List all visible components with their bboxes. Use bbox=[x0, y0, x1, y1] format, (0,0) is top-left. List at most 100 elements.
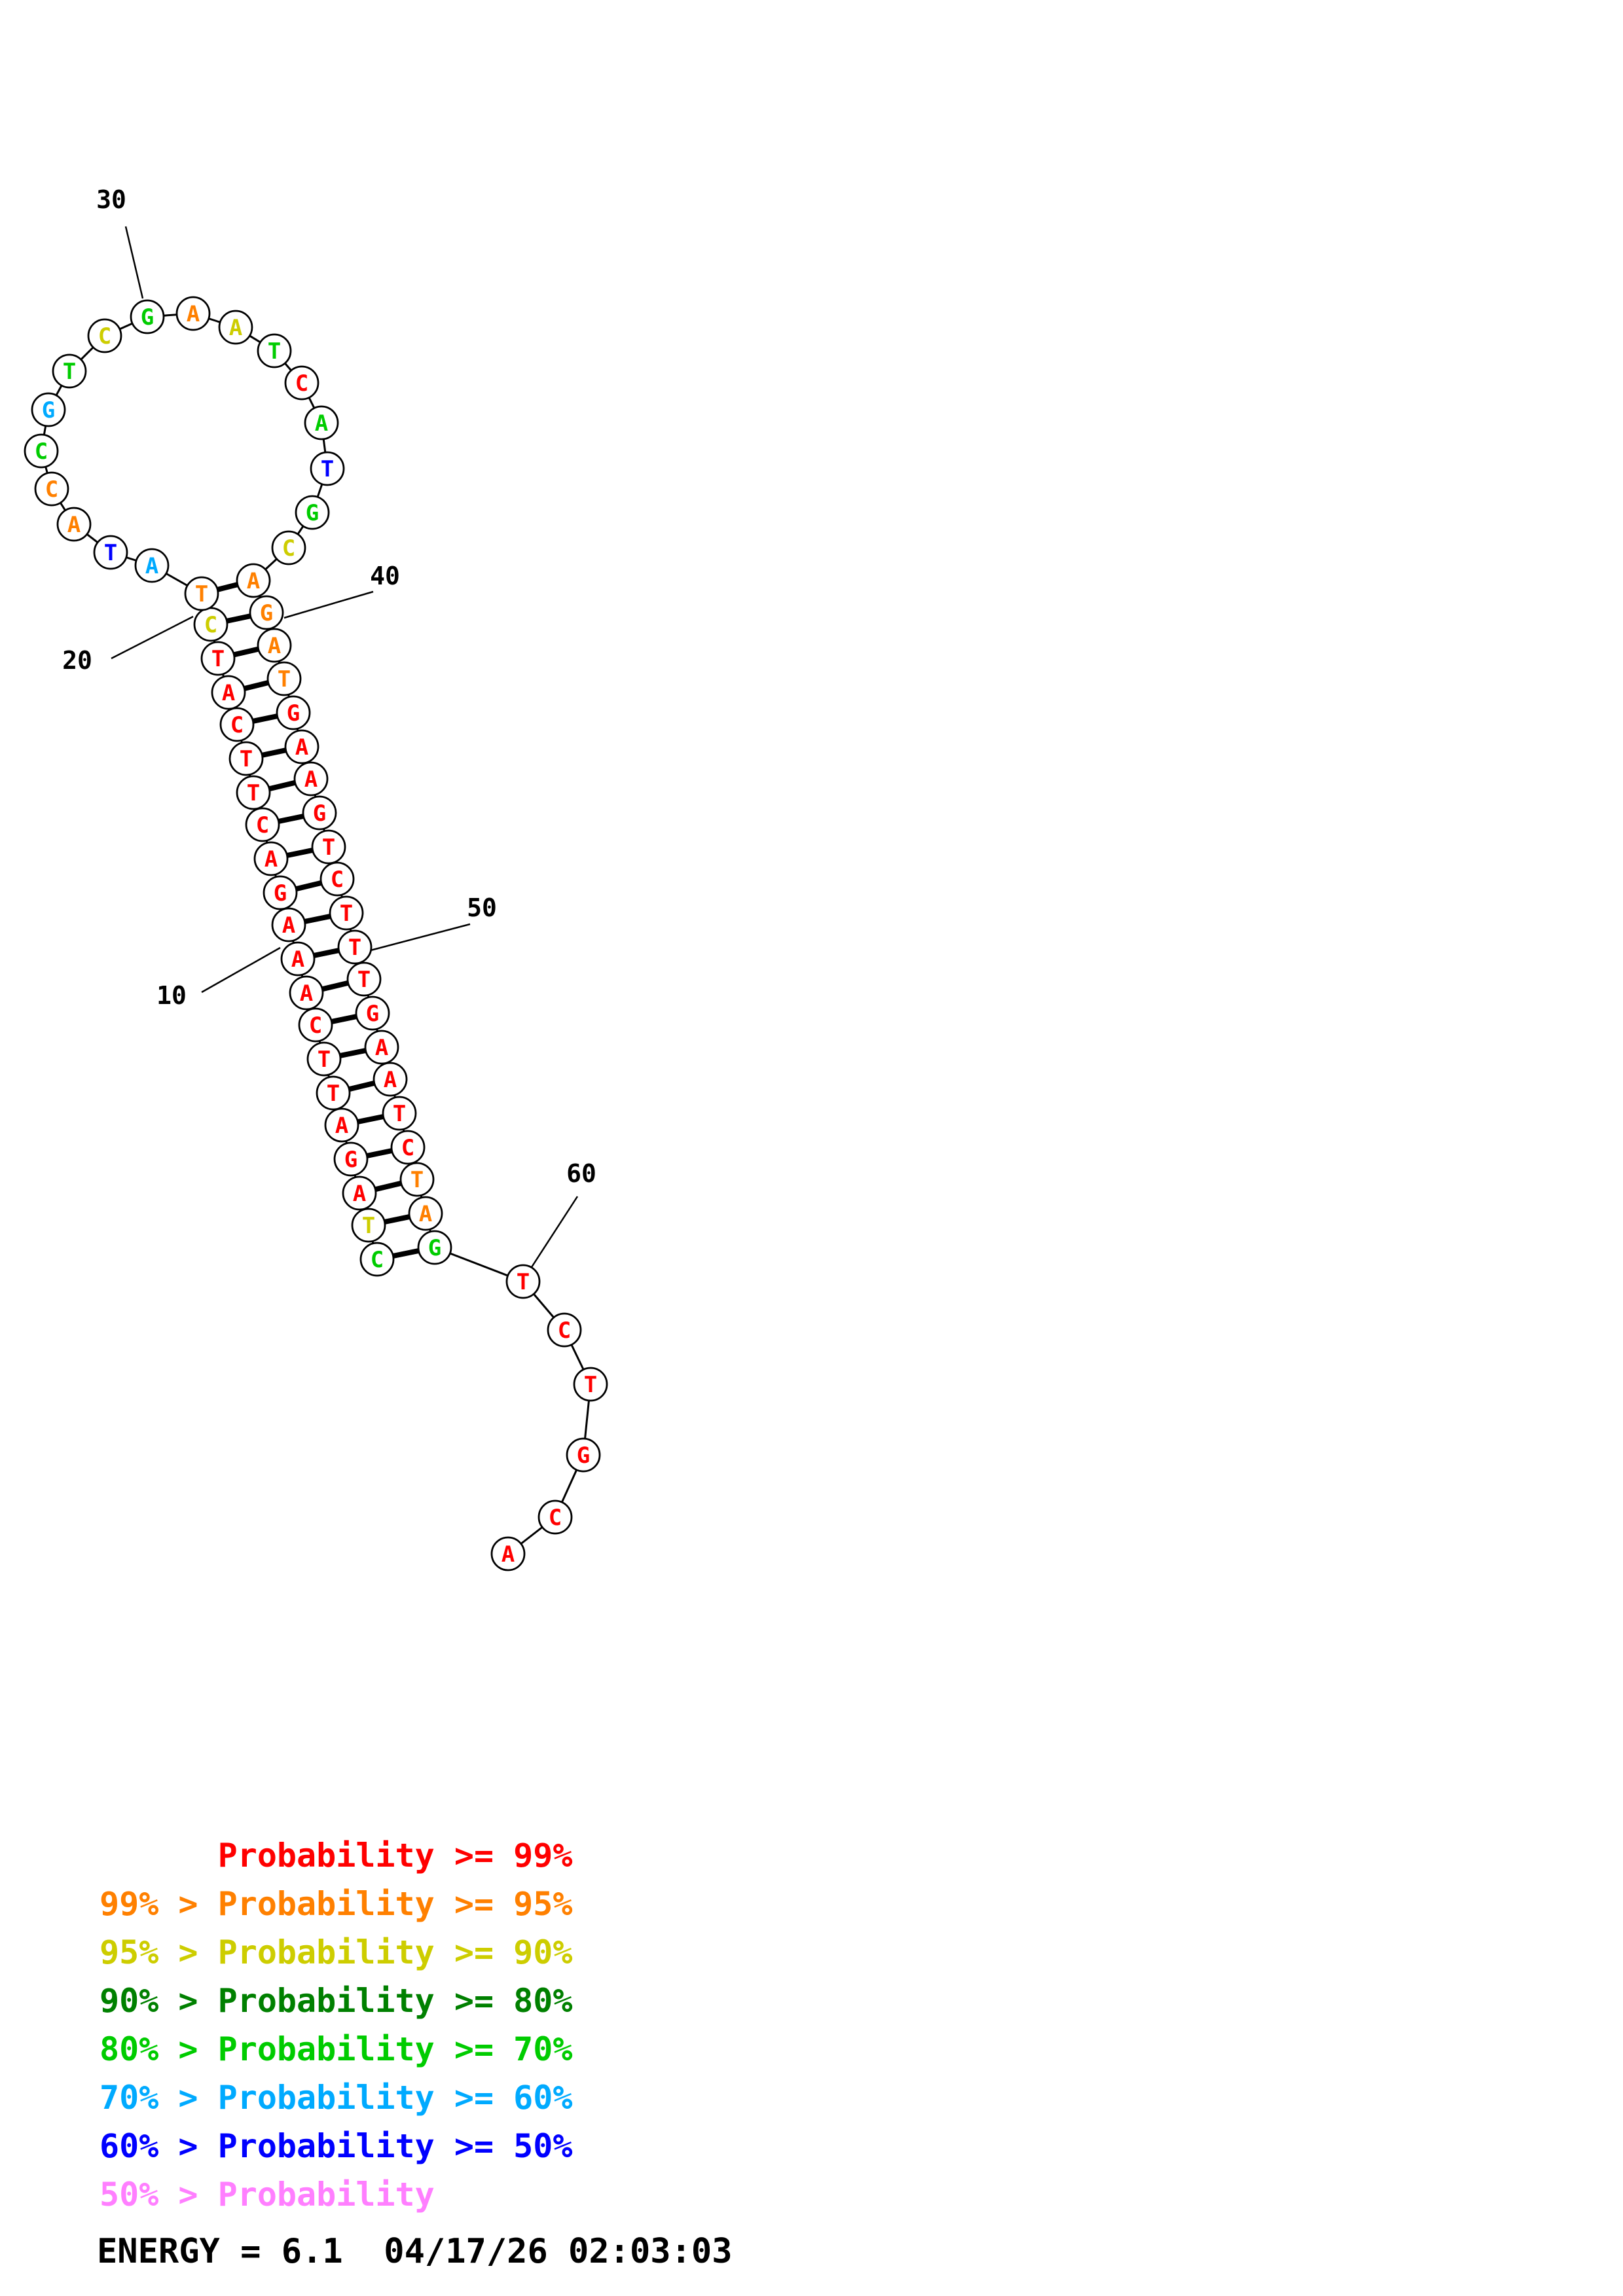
nucleotide-circle-19 bbox=[200, 641, 236, 676]
nucleotide-circle-54 bbox=[373, 1062, 408, 1097]
nucleotide-circle-6 bbox=[316, 1075, 351, 1111]
nucleotide-circle-45 bbox=[293, 761, 329, 797]
nucleotide-base-63: G bbox=[577, 1443, 590, 1469]
nucleotide-circle-57 bbox=[399, 1162, 435, 1197]
nucleotide-base-18: A bbox=[222, 680, 235, 706]
nucleotide-circle-29 bbox=[87, 318, 122, 353]
nucleotide-base-19: T bbox=[211, 646, 225, 672]
nucleotide-circle-5 bbox=[324, 1107, 359, 1143]
nucleotide-base-11: A bbox=[282, 912, 295, 939]
nucleotide-base-43: G bbox=[287, 700, 300, 726]
nucleotide-circle-8 bbox=[298, 1007, 333, 1043]
nucleotide-base-40: G bbox=[260, 600, 273, 626]
position-label-50: 50 bbox=[467, 893, 497, 922]
nucleotide-base-53: A bbox=[375, 1035, 388, 1061]
nucleotide-base-12: G bbox=[274, 880, 287, 906]
nucleotide-base-50: T bbox=[348, 935, 361, 961]
nucleotide-circle-33 bbox=[257, 333, 292, 368]
nucleotide-circle-49 bbox=[329, 895, 364, 931]
nucleotide-circle-7 bbox=[306, 1041, 342, 1077]
nucleotide-base-47: T bbox=[322, 834, 335, 861]
nucleotide-circle-50 bbox=[337, 929, 373, 965]
nucleotide-circle-42 bbox=[266, 661, 302, 696]
nucleotide-base-39: A bbox=[247, 568, 260, 594]
nucleotide-base-49: T bbox=[340, 901, 353, 927]
nucleotide-circle-62 bbox=[573, 1367, 608, 1402]
legend-item-5: 70% > Probability >= 60% bbox=[100, 2079, 573, 2117]
nucleotide-circle-24 bbox=[56, 507, 92, 542]
nucleotide-base-27: G bbox=[42, 397, 55, 423]
nucleotide-base-42: T bbox=[278, 666, 291, 692]
nucleotide-circle-44 bbox=[284, 729, 319, 764]
nucleotide-base-58: A bbox=[419, 1201, 432, 1227]
nucleotide-base-59: G bbox=[428, 1235, 441, 1261]
label-leader-line bbox=[283, 590, 374, 619]
energy-line: ENERGY = 6.1 04/17/26 02:03:03 bbox=[97, 2232, 733, 2271]
nucleotide-circle-59 bbox=[417, 1230, 452, 1265]
nucleotide-circle-21 bbox=[184, 576, 219, 611]
nucleotide-base-30: G bbox=[141, 304, 154, 331]
nucleotide-base-9: A bbox=[300, 980, 313, 1007]
legend-item-4: 80% > Probability >= 70% bbox=[100, 2030, 573, 2068]
nucleotide-base-16: T bbox=[240, 746, 253, 772]
nucleotide-circle-15 bbox=[236, 775, 271, 810]
nucleotide-circle-53 bbox=[364, 1030, 399, 1065]
nucleotide-circle-4 bbox=[333, 1141, 369, 1177]
nucleotide-base-38: C bbox=[282, 535, 295, 562]
nucleotide-circle-12 bbox=[263, 875, 298, 910]
nucleotide-circle-26 bbox=[24, 433, 59, 469]
legend-item-0: Probability >= 99% bbox=[100, 1837, 573, 1874]
nucleotide-base-54: A bbox=[384, 1067, 397, 1093]
nucleotide-circle-32 bbox=[218, 310, 253, 345]
nucleotide-base-24: A bbox=[67, 512, 81, 538]
position-label-10: 10 bbox=[156, 981, 187, 1010]
nucleotide-circle-48 bbox=[319, 861, 355, 897]
legend-item-1: 99% > Probability >= 95% bbox=[100, 1885, 573, 1923]
nucleotide-circle-10 bbox=[280, 941, 316, 977]
nucleotide-base-21: T bbox=[195, 581, 208, 607]
nucleotide-circle-22 bbox=[134, 548, 170, 583]
nucleotide-circle-61 bbox=[547, 1312, 582, 1348]
nucleotide-base-10: A bbox=[291, 946, 304, 973]
nucleotide-base-1: C bbox=[371, 1247, 384, 1273]
nucleotide-base-36: T bbox=[321, 456, 334, 482]
nucleotide-base-4: G bbox=[344, 1147, 357, 1173]
position-label-20: 20 bbox=[62, 646, 92, 675]
nucleotide-base-61: C bbox=[558, 1318, 571, 1344]
label-leader-line bbox=[530, 1196, 579, 1268]
nucleotide-base-26: C bbox=[35, 439, 48, 465]
nucleotide-circle-11 bbox=[271, 907, 306, 942]
nucleotide-base-13: A bbox=[264, 846, 278, 872]
nucleotide-circle-64 bbox=[538, 1499, 573, 1535]
nucleotide-circle-39 bbox=[236, 563, 271, 598]
nucleotide-base-6: T bbox=[327, 1081, 340, 1107]
nucleotide-circle-65 bbox=[490, 1536, 526, 1571]
nucleotide-circle-63 bbox=[566, 1437, 601, 1473]
nucleotide-base-33: T bbox=[268, 338, 281, 365]
nucleotide-circle-37 bbox=[295, 495, 330, 530]
nucleotide-base-46: G bbox=[313, 800, 326, 827]
legend-item-2: 95% > Probability >= 90% bbox=[100, 1933, 573, 1971]
nucleotide-circle-2 bbox=[351, 1208, 386, 1243]
nucleotide-base-45: A bbox=[304, 766, 318, 793]
nucleotide-circle-17 bbox=[219, 707, 255, 742]
nucleotide-base-51: T bbox=[357, 967, 371, 993]
nucleotide-base-20: C bbox=[204, 612, 217, 638]
nucleotide-base-37: G bbox=[306, 500, 319, 526]
nucleotide-circle-55 bbox=[382, 1096, 417, 1131]
nucleotide-base-23: T bbox=[104, 540, 117, 566]
nucleotide-circle-58 bbox=[408, 1196, 443, 1231]
nucleotide-base-35: A bbox=[315, 410, 328, 437]
nucleotide-circle-16 bbox=[228, 741, 264, 776]
nucleotide-circle-9 bbox=[289, 975, 324, 1011]
label-leader-line bbox=[111, 615, 194, 660]
label-leader-line bbox=[201, 946, 281, 994]
nucleotide-circle-35 bbox=[304, 405, 339, 440]
nucleotide-circle-52 bbox=[355, 996, 390, 1031]
nucleotide-base-57: T bbox=[410, 1167, 424, 1193]
nucleotide-circle-28 bbox=[52, 353, 87, 389]
position-label-30: 30 bbox=[96, 185, 126, 214]
nucleotide-base-31: A bbox=[187, 301, 200, 327]
